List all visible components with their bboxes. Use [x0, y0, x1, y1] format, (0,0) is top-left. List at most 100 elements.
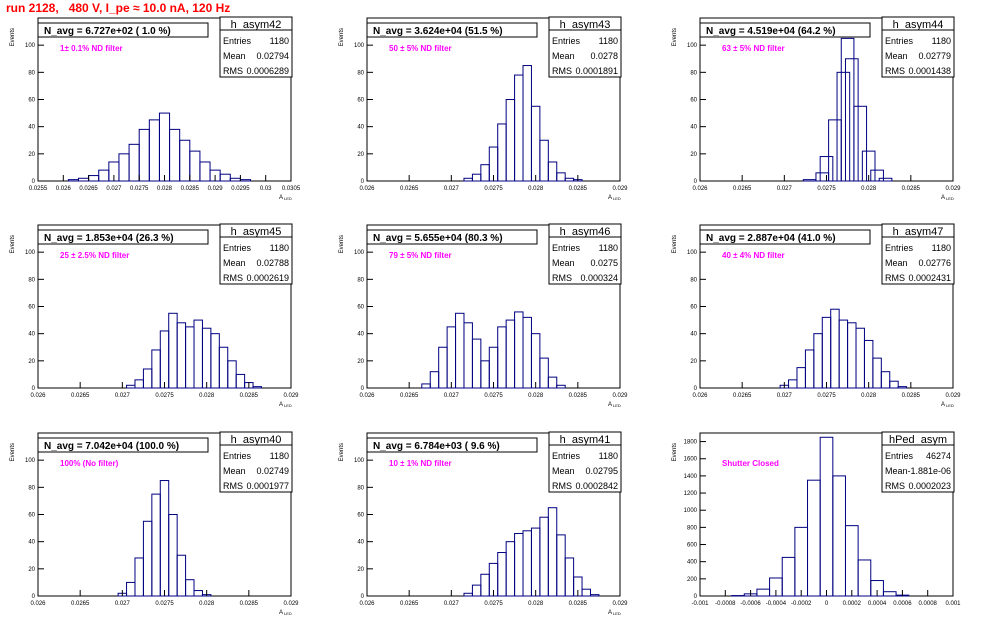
stats-label: Mean	[552, 258, 575, 268]
x-tick-label: 0.03	[260, 186, 272, 192]
histogram-bin	[168, 514, 178, 597]
filter-annotation: Shutter Closed	[722, 459, 779, 468]
stats-value: 0.0275	[590, 258, 618, 268]
navg-label: N_avg = 1.853e+04 (26.3 %)	[44, 233, 174, 244]
histogram-bin	[882, 591, 897, 597]
x-tick-label: 0.0285	[569, 601, 588, 607]
stats-label: RMS	[885, 273, 905, 283]
stats-label: Mean	[885, 258, 908, 268]
stats-label: Mean	[223, 466, 246, 476]
histogram-bin	[497, 552, 507, 597]
y-tick-label: 1800	[684, 440, 698, 446]
histogram-bin	[148, 119, 160, 182]
histogram-bin	[564, 557, 575, 597]
x-axis-label: A	[608, 195, 612, 201]
y-tick-label: 40	[357, 332, 364, 338]
x-tick-label: 0.0275	[817, 393, 836, 399]
histogram-bin	[471, 584, 482, 597]
histogram-bin	[497, 123, 507, 182]
y-axis-label: Events	[672, 443, 678, 461]
y-tick-label: 20	[690, 359, 697, 365]
stats-label: RMS	[885, 66, 905, 76]
histogram-bin	[514, 74, 524, 182]
histogram-bin	[128, 143, 140, 182]
y-tick-label: 80	[357, 70, 364, 76]
y-tick-label: 0	[361, 179, 365, 185]
stats-box	[548, 431, 622, 493]
histogram-bin	[589, 594, 600, 597]
stats-value: 0.02779	[918, 51, 951, 61]
histogram-bin	[836, 71, 851, 182]
x-tick-label: 0.0295	[231, 186, 250, 192]
y-tick-label: 600	[687, 543, 698, 549]
y-axis-label: Events	[10, 235, 16, 253]
stats-label: Mean	[885, 51, 908, 61]
x-tick-label: 0.028	[199, 393, 215, 399]
stats-box	[881, 431, 955, 493]
navg-label: N_avg = 5.655e+04 (80.3 %)	[373, 233, 503, 244]
y-tick-label: 1400	[684, 474, 698, 480]
navg-box	[366, 437, 538, 453]
histogram-bin	[514, 533, 524, 597]
histogram-bin	[438, 346, 448, 389]
x-axis-label-subscript: LED	[284, 403, 292, 408]
y-tick-label: 80	[28, 277, 35, 283]
y-tick-label: 80	[28, 70, 35, 76]
x-tick-label: -0.0004	[766, 601, 787, 607]
histogram-bin	[219, 173, 231, 182]
y-tick-label: 1000	[684, 508, 698, 514]
x-tick-label: 0.026	[692, 186, 708, 192]
stats-value: 1180	[599, 243, 618, 253]
x-tick-label: 0.027	[777, 393, 793, 399]
stats-label: Mean	[552, 51, 575, 61]
x-tick-label: 0.0275	[155, 393, 174, 399]
stats-box	[548, 223, 622, 285]
y-tick-label: 100	[25, 43, 36, 49]
histogram-bin	[807, 479, 821, 597]
navg-box	[366, 229, 538, 245]
y-tick-label: 80	[690, 70, 697, 76]
histogram-bin	[463, 322, 473, 389]
x-tick-label: 0.026	[30, 393, 46, 399]
x-tick-label: 0.0265	[733, 393, 752, 399]
x-axis-label-subscript: LED	[946, 403, 954, 408]
y-tick-label: 40	[28, 332, 35, 338]
stats-value: 0.0006289	[246, 66, 289, 76]
y-tick-label: 40	[357, 125, 364, 131]
histogram-bin	[151, 349, 161, 389]
histogram-bin	[878, 177, 893, 182]
histogram-bin	[802, 179, 817, 182]
x-axis-label: A	[608, 610, 612, 616]
stats-label: Entries	[885, 243, 914, 253]
histogram-bin	[547, 161, 558, 182]
stats-value: 1180	[270, 243, 289, 253]
histogram-name: h_asym42	[231, 19, 282, 31]
x-axis-label: A	[279, 610, 283, 616]
y-tick-label: 100	[354, 43, 365, 49]
histogram-bin	[159, 330, 170, 389]
stats-value: 1180	[270, 36, 289, 46]
histogram-bin	[781, 556, 796, 597]
x-tick-label: 0.0275	[155, 601, 174, 607]
histogram-bin	[796, 367, 806, 389]
x-axis-label-subscript: LED	[946, 196, 954, 201]
histogram-bin	[142, 368, 153, 389]
histogram-bin	[897, 386, 908, 389]
y-tick-label: 80	[690, 277, 697, 283]
run-title: run 2128, 480 V, I_pe ≈ 10.0 nA, 120 Hz	[6, 1, 231, 15]
x-tick-label: 0.029	[612, 186, 628, 192]
stats-value: 1180	[270, 451, 289, 461]
x-tick-label: 0.028	[157, 186, 173, 192]
histogram-bin	[832, 475, 846, 597]
filter-annotation: 50 ± 5% ND filter	[389, 44, 452, 53]
stats-value: 0.000324	[580, 273, 618, 283]
y-tick-label: 800	[687, 525, 698, 531]
histogram-bin	[539, 139, 549, 182]
panel-h_asym41: 0.026 0.0265 0.027 0.0275 0.028 0.0285 0.029 0 2…	[339, 431, 628, 616]
histogram-bin	[547, 507, 558, 597]
histogram-bin	[870, 169, 884, 182]
histogram-bin	[530, 527, 541, 597]
y-tick-label: 20	[690, 152, 697, 158]
stats-value: 0.02795	[585, 466, 618, 476]
histogram-bin	[844, 525, 859, 597]
